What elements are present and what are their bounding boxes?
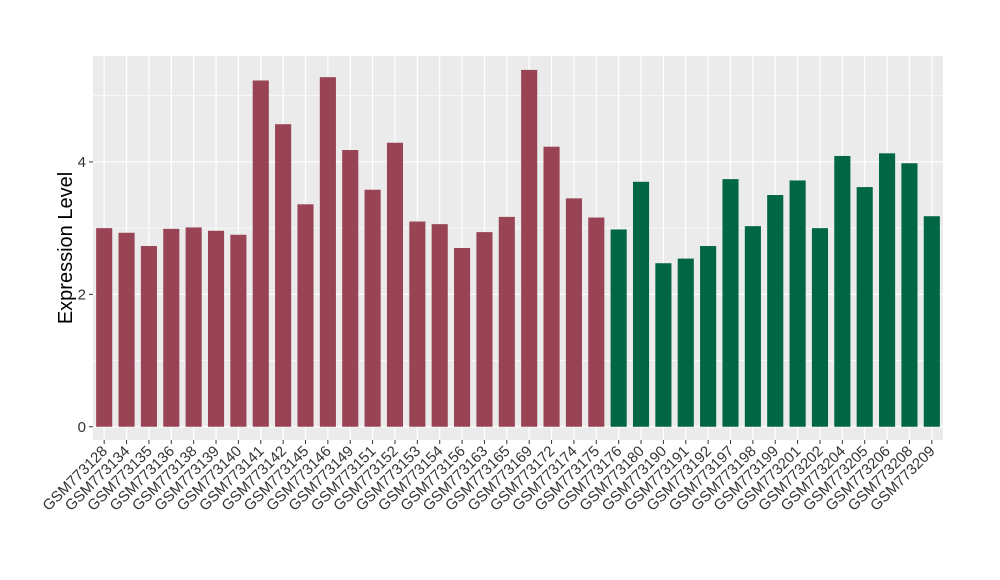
bar-GSM773169	[521, 69, 538, 427]
bar-GSM773180	[632, 181, 650, 427]
bar-GSM773145	[297, 204, 314, 427]
bar-GSM773191	[677, 258, 694, 427]
bar-GSM773135	[140, 246, 157, 427]
y-tick-label: 0	[78, 419, 86, 436]
bar-GSM773151	[364, 189, 381, 427]
bar-GSM773174	[565, 198, 582, 427]
bar-GSM773138	[185, 227, 202, 427]
bar-GSM773209	[923, 216, 940, 427]
bar-GSM773140	[230, 234, 247, 427]
bar-GSM773175	[588, 217, 605, 427]
bar-GSM773202	[811, 228, 829, 427]
bar-GSM773201	[789, 180, 806, 427]
bar-GSM773206	[879, 153, 896, 427]
bar-GSM773156	[454, 248, 471, 427]
bar-GSM773192	[700, 246, 717, 427]
bar-GSM773163	[476, 232, 493, 427]
bar-GSM773139	[207, 230, 225, 427]
y-tick-label: 2	[78, 286, 86, 303]
bar-GSM773149	[342, 150, 359, 427]
bar-GSM773198	[744, 226, 761, 427]
bar-GSM773172	[543, 146, 560, 427]
y-axis-title: Expression Level	[55, 172, 77, 324]
bar-GSM773176	[610, 229, 627, 427]
bar-GSM773152	[386, 142, 404, 427]
bar-GSM773141	[252, 80, 269, 427]
bar-GSM773153	[409, 221, 426, 427]
bar-GSM773154	[431, 224, 448, 427]
bar-GSM773128	[96, 228, 113, 427]
bar-GSM773205	[856, 187, 873, 427]
bars	[96, 69, 940, 427]
bar-GSM773165	[498, 216, 515, 427]
bar-GSM773134	[118, 232, 135, 427]
bar-GSM773142	[275, 124, 292, 427]
bar-GSM773204	[834, 155, 851, 427]
bar-GSM773197	[722, 179, 739, 427]
bar-GSM773208	[901, 163, 918, 427]
bar-GSM773146	[319, 77, 336, 427]
bar-GSM773199	[767, 195, 784, 427]
y-tick-label: 4	[78, 154, 86, 171]
bar-GSM773190	[655, 263, 672, 427]
bar-GSM773136	[163, 228, 180, 427]
